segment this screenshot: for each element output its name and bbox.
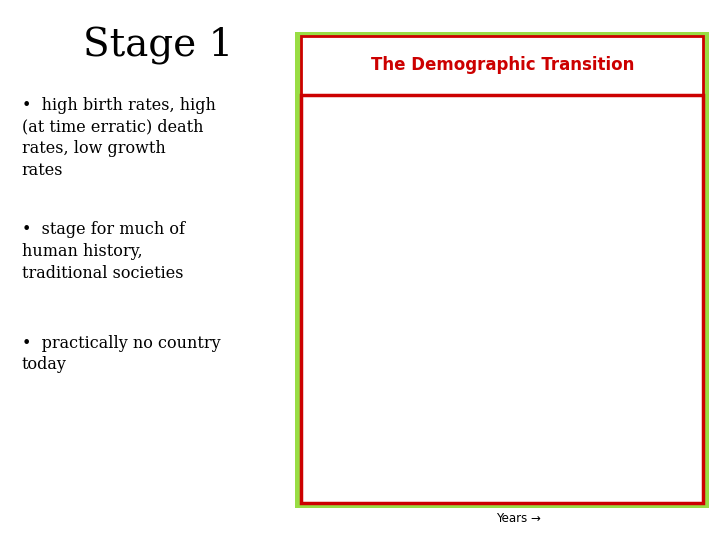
Text: Population
Growth: Population Growth (462, 220, 518, 242)
Text: The Demographic Transition: The Demographic Transition (371, 56, 634, 75)
Text: Rates per 1000: Rates per 1000 (341, 88, 441, 101)
Text: Death Rate: Death Rate (436, 316, 511, 329)
Text: •  practically no country
today: • practically no country today (22, 335, 220, 373)
Text: Stage 3: Stage 3 (544, 488, 592, 498)
Text: Birth Rate: Birth Rate (564, 271, 632, 284)
Text: •  high birth rates, high
(at time erratic) death
rates, low growth
rates: • high birth rates, high (at time errati… (22, 97, 215, 179)
Text: Stage 2: Stage 2 (445, 488, 492, 498)
Text: Stage 1: Stage 1 (356, 488, 403, 498)
Text: •  stage for much of
human history,
traditional societies: • stage for much of human history, tradi… (22, 221, 184, 281)
Text: Years →: Years → (496, 512, 541, 525)
Text: Stage 4: Stage 4 (633, 488, 681, 498)
Text: Stage 1: Stage 1 (84, 27, 233, 65)
